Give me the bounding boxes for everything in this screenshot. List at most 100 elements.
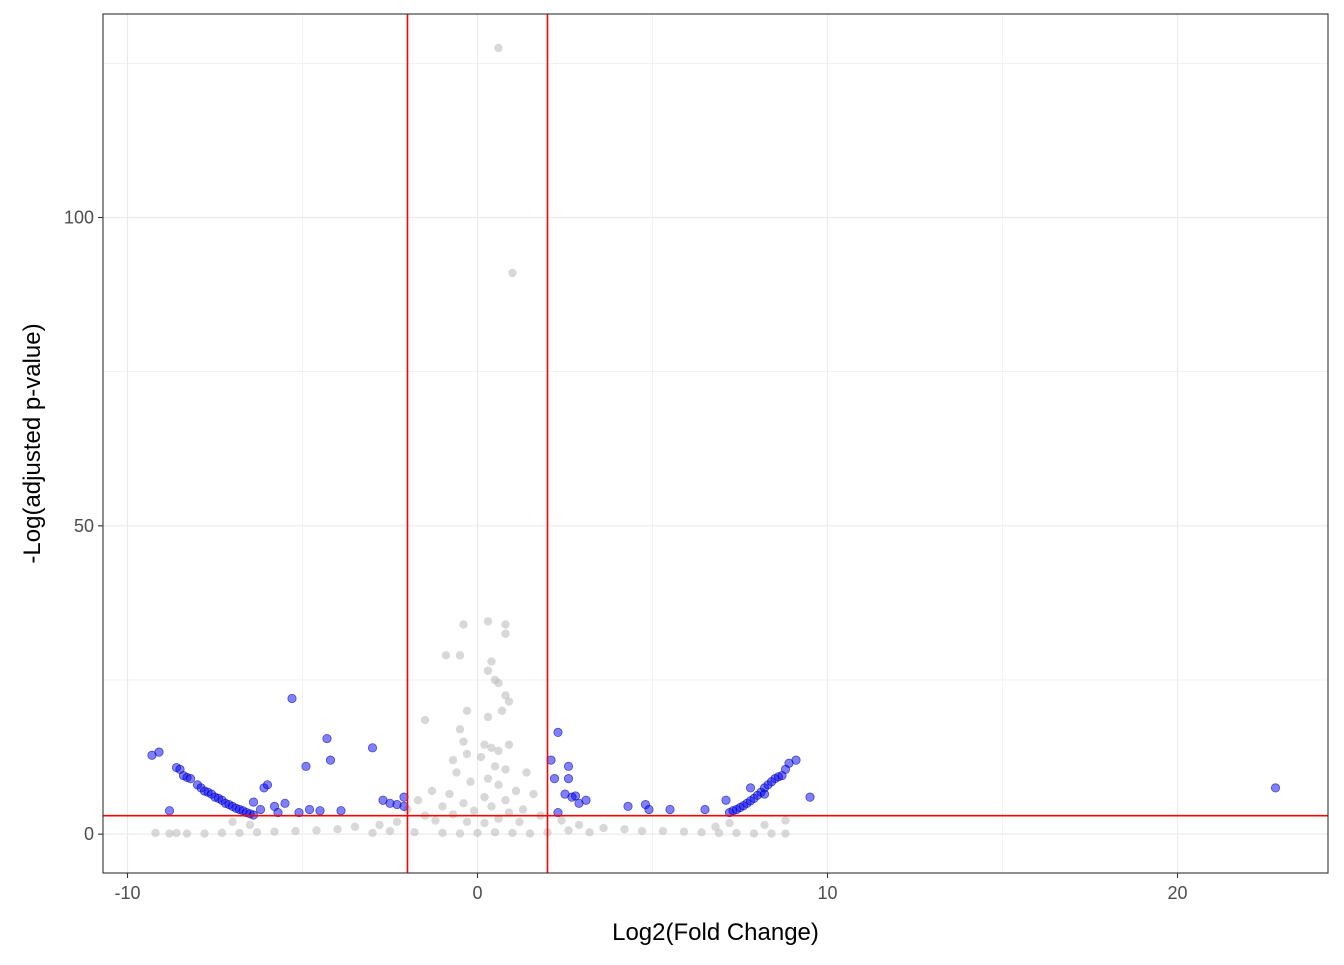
nonsignificant-point (459, 620, 468, 629)
nonsignificant-point (165, 829, 174, 838)
nonsignificant-point (637, 826, 647, 836)
nonsignificant-point (529, 789, 538, 799)
nonsignificant-point (494, 43, 503, 53)
nonsignificant-point (312, 826, 321, 835)
nonsignificant-point (448, 755, 458, 765)
nonsignificant-point (476, 752, 486, 762)
nonsignificant-point (490, 828, 500, 837)
y-tick-label: 50 (74, 516, 94, 536)
nonsignificant-point (574, 820, 584, 830)
significant-point (273, 807, 283, 818)
threshold-lines (103, 14, 1328, 873)
nonsignificant-point (483, 712, 493, 722)
nonsignificant-point (525, 829, 535, 838)
significant-point (745, 783, 756, 793)
significant-point (154, 747, 164, 757)
nonsignificant-point (487, 657, 496, 666)
nonsignificant-point (333, 825, 342, 834)
nonsignificant-point (585, 828, 594, 837)
nonsignificant-point (455, 725, 465, 734)
nonsignificant-point (501, 691, 510, 700)
nonsignificant-point (711, 822, 720, 831)
nonsignificant-point (508, 268, 517, 278)
nonsignificant-point (441, 651, 451, 660)
nonsignificant-point (480, 792, 489, 802)
nonsignificant-point (767, 829, 776, 838)
nonsignificant-point (462, 749, 472, 759)
nonsignificant-point (291, 826, 300, 836)
nonsignificant-point (599, 823, 608, 833)
nonsignificant-point (620, 825, 629, 834)
nonsignificant-point (725, 818, 734, 828)
nonsignificant-point (494, 678, 503, 688)
nonsignificant-point (564, 826, 573, 835)
significant-point (581, 795, 591, 805)
nonsignificant-point (392, 817, 402, 827)
y-tick-label: 100 (64, 207, 94, 227)
significant-point (301, 761, 311, 771)
significant-point (255, 804, 266, 815)
significant-point (164, 806, 175, 816)
nonsignificant-point (200, 829, 209, 838)
nonsignificant-point (679, 827, 689, 836)
nonsignificant-point (483, 617, 493, 626)
nonsignificant-point (172, 828, 181, 838)
x-tick-label: -10 (114, 883, 140, 903)
nonsignificant-point (501, 765, 510, 774)
y-tick-label: 0 (84, 824, 94, 844)
x-tick-label: 20 (1167, 883, 1187, 903)
y-axis-title: -Log(adjusted p-value) (19, 323, 46, 563)
x-tick-label: 0 (472, 883, 482, 903)
nonsignificant-point (522, 768, 531, 777)
significant-point (185, 774, 196, 784)
nonsignificant-point (448, 810, 458, 819)
nonsignificant-point (182, 829, 192, 838)
nonsignificant-point (697, 828, 706, 837)
significant-point (759, 789, 770, 799)
nonsignificant-point (760, 820, 769, 830)
nonsignificant-point (431, 816, 440, 825)
data-points (147, 43, 1281, 838)
nonsignificant-point (518, 805, 528, 814)
significant-point (553, 727, 563, 738)
significant-point (805, 792, 815, 802)
nonsignificant-point (413, 796, 423, 805)
nonsignificant-point (557, 816, 566, 825)
nonsignificant-point (469, 806, 479, 815)
nonsignificant-point (781, 829, 790, 838)
significant-point (623, 801, 633, 812)
nonsignificant-point (445, 789, 454, 799)
nonsignificant-point (452, 768, 461, 777)
axes: -10 0 10 20 0 50 100 (64, 207, 1188, 903)
significant-point (549, 774, 560, 784)
nonsignificant-point (490, 762, 500, 771)
nonsignificant-point (466, 777, 475, 786)
x-tick-label: 10 (817, 883, 837, 903)
nonsignificant-point (455, 829, 465, 838)
significant-point (665, 804, 675, 815)
nonsignificant-point (504, 697, 514, 706)
significant-point (294, 807, 304, 818)
nonsignificant-point (252, 828, 262, 837)
significant-point (336, 806, 346, 816)
nonsignificant-point (511, 786, 521, 796)
nonsignificant-point (494, 780, 503, 790)
significant-point (700, 804, 710, 815)
nonsignificant-point (480, 818, 489, 828)
significant-point (287, 693, 297, 704)
nonsignificant-point (350, 822, 360, 831)
nonsignificant-point (375, 820, 384, 830)
nonsignificant-point (732, 828, 741, 838)
nonsignificant-point (494, 746, 503, 756)
nonsignificant-point (487, 743, 496, 753)
significant-point (570, 791, 581, 801)
nonsignificant-point (483, 666, 493, 675)
nonsignificant-point (459, 799, 468, 808)
nonsignificant-point (487, 802, 496, 811)
nonsignificant-point (515, 817, 524, 827)
panel-border (102, 13, 1329, 874)
significant-point (791, 755, 801, 765)
nonsignificant-point (494, 814, 503, 823)
nonsignificant-point (410, 828, 419, 837)
